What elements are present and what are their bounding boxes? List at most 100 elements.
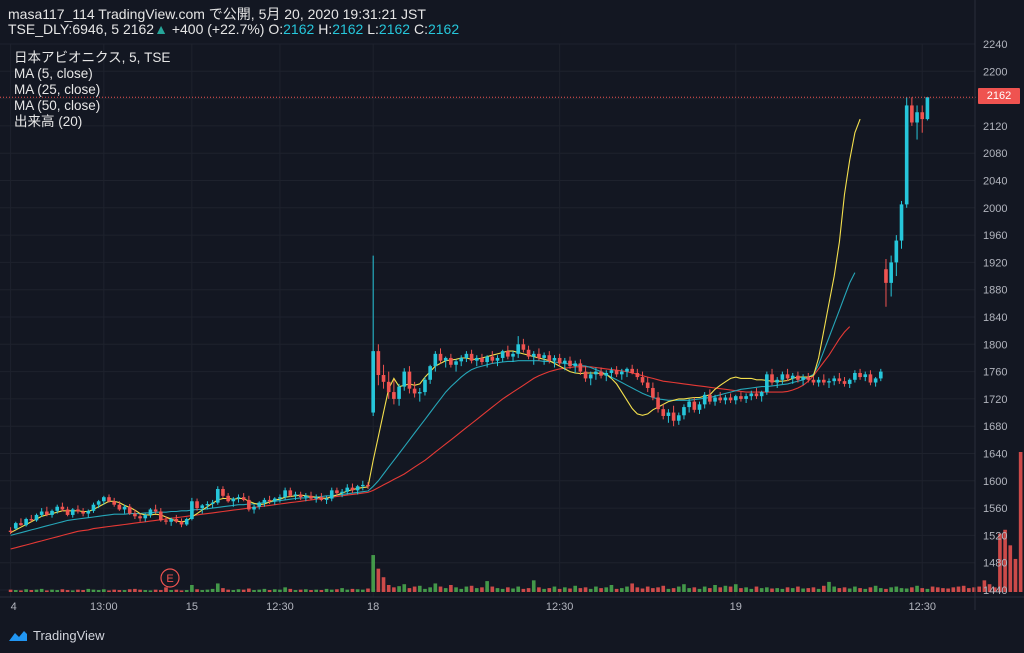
candle-body: [873, 378, 878, 383]
candle-body: [853, 372, 857, 380]
y-tick-label: 1480: [983, 558, 1007, 570]
candle-body: [500, 351, 505, 358]
candle-body: [366, 484, 370, 487]
volume-bar: [127, 589, 132, 592]
candle: [464, 351, 469, 363]
candle-body: [676, 415, 681, 421]
close-label: C:: [413, 21, 428, 37]
legend-ma50[interactable]: MA (50, close): [14, 98, 101, 113]
volume-bar: [702, 586, 707, 592]
candle-body: [433, 353, 438, 367]
y-tick-label: 2040: [983, 176, 1007, 188]
candle: [480, 353, 484, 365]
candle-body: [806, 377, 811, 380]
candle: [547, 351, 552, 364]
candle-body: [635, 372, 640, 378]
volume-bar: [759, 588, 764, 592]
candle: [247, 495, 251, 512]
volume-bar: [324, 588, 329, 592]
candle-body: [29, 519, 34, 521]
candle-body: [412, 388, 417, 394]
candle-body: [474, 357, 479, 361]
candle: [619, 368, 624, 380]
earnings-event-marker[interactable]: E: [160, 568, 180, 588]
volume-bar: [547, 588, 552, 592]
candle-body: [257, 502, 262, 507]
volume-bar: [904, 588, 909, 592]
volume-bar: [956, 586, 961, 592]
candle: [195, 498, 199, 511]
candle: [749, 390, 754, 401]
legend-ma25[interactable]: MA (25, close): [14, 82, 101, 97]
volume-bar: [91, 589, 96, 592]
candle-body: [583, 371, 588, 379]
candle: [754, 387, 759, 399]
candle-body: [511, 353, 515, 357]
ma50-line: [10, 326, 851, 550]
last-price: 2162: [122, 21, 155, 37]
volume-bar: [376, 568, 381, 592]
candle: [34, 513, 39, 522]
candle: [645, 377, 650, 393]
candle-body: [687, 401, 691, 408]
candle: [583, 366, 588, 382]
candlesticks: [8, 97, 930, 535]
volume-bar: [355, 589, 360, 592]
candle-body: [195, 501, 199, 509]
candle-body: [495, 357, 500, 361]
candle: [687, 398, 691, 413]
candle-body: [506, 351, 510, 357]
tradingview-logo[interactable]: TradingView: [8, 628, 105, 643]
volume-bar: [96, 590, 101, 592]
x-tick-label: 12:30: [266, 601, 294, 613]
candle: [537, 348, 541, 361]
candle-body: [464, 353, 469, 358]
volume-bar: [76, 589, 80, 592]
candle: [780, 371, 785, 384]
candle: [557, 353, 562, 367]
volume-bar: [371, 555, 375, 592]
candle-body: [827, 381, 831, 383]
candle-body: [164, 520, 168, 522]
volume-bar: [485, 581, 489, 592]
legend-volume[interactable]: 出来高 (20): [14, 114, 83, 129]
volume-bar: [65, 590, 70, 592]
candle: [552, 355, 557, 368]
candle-body: [8, 530, 13, 532]
candle-body: [60, 506, 65, 510]
volume-bar: [117, 590, 122, 592]
legend-ma5[interactable]: MA (5, close): [14, 66, 93, 81]
candle: [469, 349, 474, 364]
volume-bar: [226, 589, 230, 592]
candle-body: [190, 501, 194, 520]
candle-body: [588, 374, 593, 379]
volume-bar: [609, 585, 614, 592]
volume-bar: [837, 588, 842, 592]
volume-bar: [329, 589, 334, 592]
volume-bar: [257, 589, 262, 592]
x-tick-label: 15: [186, 601, 198, 613]
candle-body: [117, 504, 122, 510]
x-tick-label: 18: [367, 601, 379, 613]
candle: [417, 387, 422, 402]
candle: [526, 345, 531, 360]
candle: [863, 371, 868, 382]
candle-body: [459, 357, 464, 362]
last-price-tag: 2162: [978, 88, 1020, 104]
candle: [361, 480, 365, 491]
volume-bar: [381, 577, 386, 592]
volume-bar: [708, 588, 712, 592]
volume-bar: [858, 588, 862, 592]
candle-body: [438, 353, 443, 361]
legend-symbol[interactable]: 日本アビオニクス, 5, TSE: [14, 50, 171, 65]
volume-bar: [811, 587, 816, 592]
volume-bar: [298, 589, 303, 592]
candle-body: [210, 502, 215, 505]
candle: [573, 360, 577, 373]
candle: [288, 487, 293, 498]
volume-bar: [210, 588, 215, 592]
candle: [796, 371, 800, 383]
volume-bar: [19, 590, 23, 592]
volume-bar: [283, 587, 287, 592]
